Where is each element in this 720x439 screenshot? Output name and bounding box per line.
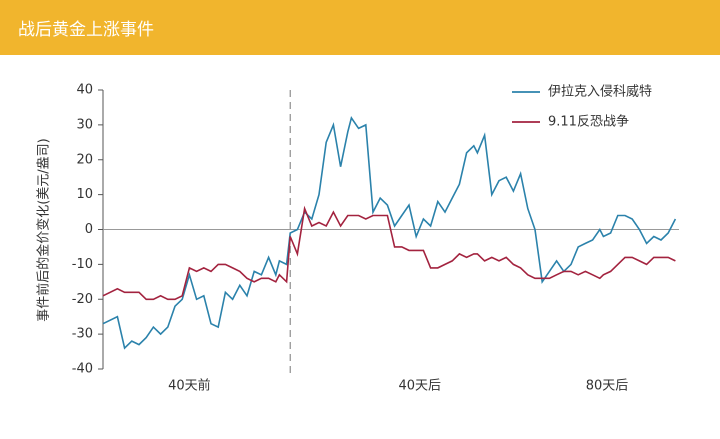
x-tick-label: 80天后	[586, 379, 629, 394]
x-tick-label: 40天前	[168, 378, 211, 394]
legend-label: 伊拉克入侵科威特	[548, 84, 652, 100]
series-line	[102, 115, 677, 350]
series-line	[102, 205, 676, 301]
y-tick-label: 0	[85, 222, 93, 237]
y-axis-label: 事件前后的金价变化(美元/盎司)	[36, 138, 52, 322]
title-banner	[0, 0, 720, 55]
y-tick-label: -20	[72, 292, 93, 307]
chart-title: 战后黄金上涨事件	[18, 20, 154, 40]
legend-label: 9.11反恐战争	[548, 115, 629, 130]
y-tick-label: 10	[76, 187, 93, 202]
y-tick-label: -10	[72, 257, 93, 272]
y-tick-label: -40	[72, 362, 93, 377]
y-tick-label: -30	[72, 327, 93, 342]
y-tick-label: 20	[76, 152, 93, 167]
y-tick-label: 30	[76, 117, 93, 132]
x-tick-label: 40天后	[399, 379, 442, 394]
y-tick-label: 40	[76, 83, 93, 98]
